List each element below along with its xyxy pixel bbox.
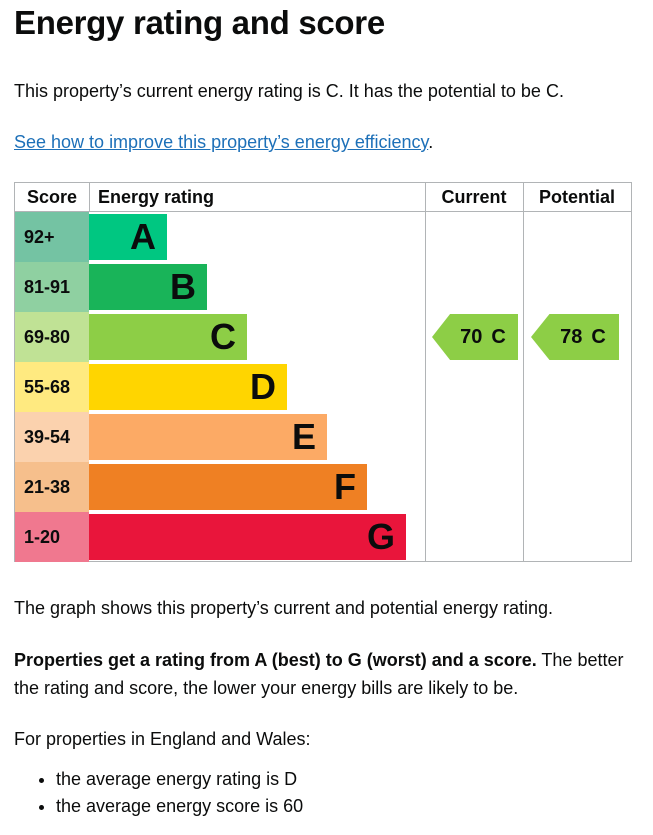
rating-column-header: Energy rating <box>89 183 425 211</box>
band-row: 1-20 G <box>15 512 631 562</box>
band-bar-track: C <box>89 312 425 362</box>
potential-column-header: Potential <box>538 186 615 207</box>
band-bar-track: A <box>89 212 425 262</box>
band-letter: D <box>250 366 276 407</box>
link-suffix: . <box>428 132 434 152</box>
score-range-label: 81-91 <box>15 262 89 312</box>
band-bar-track: G <box>89 512 425 562</box>
averages-list: the average energy rating is Dthe averag… <box>38 766 303 820</box>
band-letter: A <box>130 216 156 257</box>
rating-explanation-bold: Properties get a rating from A (best) to… <box>14 650 537 670</box>
intro-text: This property’s current energy rating is… <box>14 81 564 101</box>
page-title: Energy rating and score <box>14 4 385 41</box>
rating-band-bar: F <box>89 464 367 510</box>
score-range-label: 55-68 <box>15 362 89 412</box>
band-rows: 92+ A 81-91 B 69-80 C 55-68 D <box>15 212 631 562</box>
rating-explanation-rest: The better the rating and score, the low… <box>14 650 624 698</box>
graph-caption: The graph shows this property’s current … <box>14 598 553 618</box>
rating-band-bar: B <box>89 264 207 310</box>
score-range-label: 1-20 <box>15 512 89 562</box>
score-range-label: 92+ <box>15 212 89 262</box>
rating-band-bar: G <box>89 514 406 560</box>
improve-efficiency-link[interactable]: See how to improve this property’s energ… <box>14 132 429 152</box>
rating-explanation: Properties get a rating from A (best) to… <box>14 646 642 702</box>
score-range-label: 21-38 <box>15 462 89 512</box>
region-heading: For properties in England and Wales: <box>14 729 311 749</box>
band-bar-track: D <box>89 362 425 412</box>
rating-band-bar: E <box>89 414 327 460</box>
band-row: 81-91 B <box>15 262 631 312</box>
band-row: 21-38 F <box>15 462 631 512</box>
current-column-header: Current <box>441 186 507 207</box>
current-letter: C <box>491 325 506 348</box>
band-letter: E <box>291 416 316 457</box>
list-item: the average energy rating is D <box>56 766 303 793</box>
potential-letter: C <box>591 325 606 348</box>
band-letter: C <box>210 316 236 357</box>
band-row: 92+ A <box>15 212 631 262</box>
potential-column-divider <box>523 183 524 561</box>
score-column-header: Score <box>26 186 78 207</box>
improve-link-line: See how to improve this property’s energ… <box>14 132 433 153</box>
band-row: 39-54 E <box>15 412 631 462</box>
chart-header-row: Score Energy rating Current Potential <box>15 183 631 212</box>
rating-band-bar: D <box>89 364 287 410</box>
band-row: 55-68 D <box>15 362 631 412</box>
current-column-divider <box>425 183 426 561</box>
band-letter: B <box>170 266 196 307</box>
band-bar-track: E <box>89 412 425 462</box>
score-range-label: 39-54 <box>15 412 89 462</box>
score-range-label: 69-80 <box>15 312 89 362</box>
potential-score: 78 <box>560 325 583 348</box>
rating-band-bar: C <box>89 314 247 360</box>
potential-rating-arrow: 78 C <box>531 314 619 360</box>
band-bar-track: B <box>89 262 425 312</box>
band-bar-track: F <box>89 462 425 512</box>
rating-band-bar: A <box>89 214 167 260</box>
energy-rating-chart: Score Energy rating Current Potential 92… <box>14 182 632 562</box>
current-score: 70 <box>460 325 483 348</box>
list-item: the average energy score is 60 <box>56 793 303 820</box>
current-rating-arrow: 70 C <box>432 314 518 360</box>
band-letter: F <box>334 466 356 507</box>
band-row: 69-80 C <box>15 312 631 362</box>
band-letter: G <box>366 516 395 557</box>
